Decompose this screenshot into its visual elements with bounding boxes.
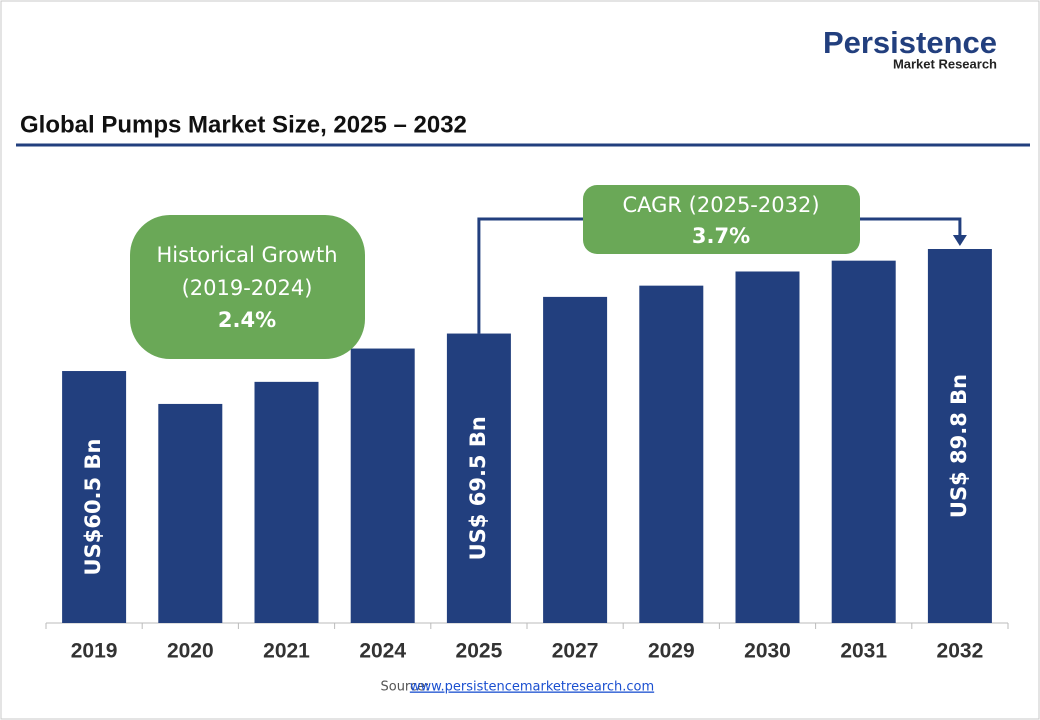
cagr-value: 3.7% [692, 224, 750, 248]
bar [543, 296, 608, 623]
value-label: US$ 89.8 Bn [947, 374, 971, 518]
cagr-title: CAGR (2025-2032) [622, 193, 819, 217]
value-label: US$60.5 Bn [81, 439, 105, 576]
x-tick-label: 2030 [744, 640, 791, 663]
chart-title: Global Pumps Market Size, 2025 – 2032 [20, 111, 467, 138]
x-tick-label: 2020 [167, 640, 214, 663]
cagr-box [583, 185, 860, 254]
value-label: US$ 69.5 Bn [466, 416, 490, 560]
bar [350, 348, 415, 623]
source-label: Source: [380, 680, 429, 695]
historical-period: (2019-2024) [182, 276, 313, 300]
bar [735, 271, 800, 623]
bar [158, 403, 223, 623]
x-tick-label: 2032 [937, 640, 984, 663]
x-tick-label: 2021 [263, 640, 310, 663]
x-tick-label: 2031 [840, 640, 887, 663]
bar [831, 260, 896, 623]
x-tick-label: 2025 [456, 640, 503, 663]
logo-tagline: Market Research [893, 56, 997, 71]
bar [639, 285, 704, 623]
source-link[interactable]: www.persistencemarketresearch.com [410, 680, 654, 695]
bar [254, 381, 319, 623]
historical-value: 2.4% [218, 308, 276, 332]
historical-title: Historical Growth [156, 243, 337, 267]
historical-box [130, 215, 365, 359]
cagr-arrow [952, 235, 967, 246]
x-tick-label: 2019 [71, 640, 118, 663]
bar [446, 333, 511, 623]
x-tick-label: 2027 [552, 640, 599, 663]
bar [927, 249, 992, 623]
bar [62, 371, 127, 623]
x-tick-label: 2029 [648, 640, 695, 663]
x-tick-label: 2024 [359, 640, 406, 663]
logo-name: Persistence [823, 25, 997, 60]
